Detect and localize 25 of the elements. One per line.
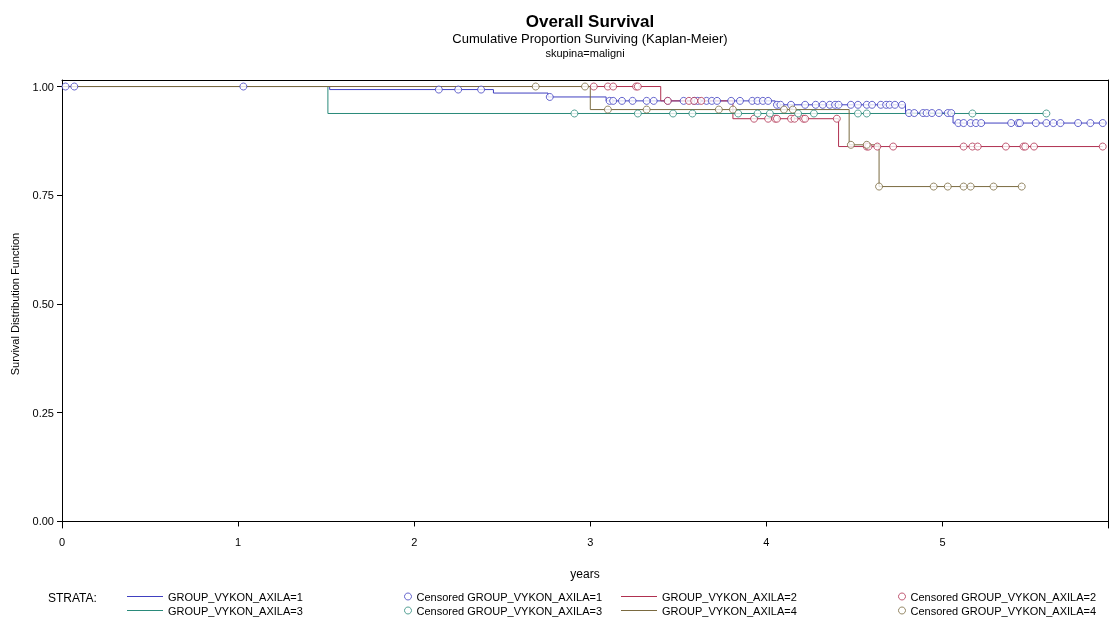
x-axis-title: years — [570, 567, 600, 581]
legend-label: Censored GROUP_VYKON_AXILA=4 — [910, 604, 1097, 617]
x-tick-label: 2 — [411, 535, 418, 548]
legend-label: GROUP_VYKON_AXILA=3 — [168, 604, 303, 617]
y-tick-label: 0.00 — [32, 515, 54, 528]
y-tick-label: 1.00 — [32, 80, 54, 93]
text: skupina=maligni — [545, 46, 625, 59]
x-tick-label: 5 — [939, 535, 946, 548]
legend-label: Censored GROUP_VYKON_AXILA=1 — [416, 590, 603, 603]
y-tick-label: 0.25 — [32, 406, 54, 419]
legend-label: GROUP_VYKON_AXILA=4 — [662, 604, 797, 617]
legend-label: Censored GROUP_VYKON_AXILA=2 — [910, 590, 1097, 603]
x-tick-label: 0 — [58, 535, 66, 548]
legend-label: GROUP_VYKON_AXILA=2 — [662, 590, 797, 603]
x-tick-label: 1 — [235, 535, 242, 548]
y-axis-title: Survival Distribution Function — [8, 232, 21, 376]
y-tick-label: 0.75 — [32, 189, 54, 202]
y-tick-label: 0.50 — [32, 298, 54, 310]
x-tick-label: 3 — [587, 535, 594, 548]
x-tick-label: 4 — [763, 535, 770, 548]
legend-title: STRATA: — [48, 591, 97, 605]
legend-label: Censored GROUP_VYKON_AXILA=3 — [416, 604, 603, 617]
chart-title: Overall Survival — [525, 12, 655, 31]
legend-label: GROUP_VYKON_AXILA=1 — [168, 590, 303, 603]
chart-subtitle: Cumulative Proportion Surviving (Kaplan-Meier) — [452, 31, 728, 46]
